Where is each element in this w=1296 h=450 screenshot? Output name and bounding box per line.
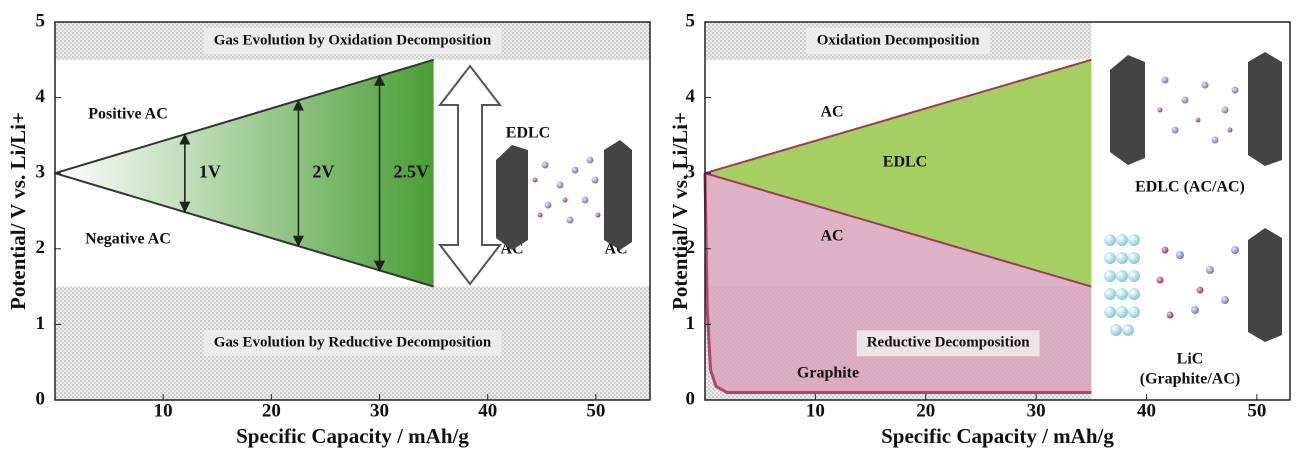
- y-axis-label: Potential/ V vs. Li/Li+: [668, 112, 692, 310]
- annotation: EDLC: [883, 154, 927, 171]
- x-tick-label: 30: [1027, 400, 1046, 421]
- annotation: LiC: [1177, 351, 1204, 368]
- chart: Gas Evolution by Oxidation Decomposition…: [6, 10, 650, 447]
- series-label: Graphite: [797, 365, 859, 382]
- annotation: EDLC: [506, 125, 550, 142]
- x-axis-label: Specific Capacity / mAh/g: [881, 424, 1114, 448]
- annotation: EDLC (AC/AC): [1135, 179, 1245, 196]
- band-label: Gas Evolution by Reductive Decomposition: [214, 335, 492, 351]
- y-tick-label: 4: [686, 86, 696, 107]
- annotation: (Graphite/AC): [1140, 371, 1240, 388]
- electrode: [1248, 52, 1282, 166]
- figure: Gas Evolution by Oxidation Decomposition…: [0, 0, 1296, 450]
- y-tick-label: 4: [36, 86, 46, 107]
- x-tick-label: 20: [916, 400, 935, 421]
- y-tick-label: 1: [686, 313, 696, 334]
- y-tick-label: 0: [686, 388, 696, 409]
- series-label: AC: [820, 104, 843, 121]
- x-axis-label: Specific Capacity / mAh/g: [236, 424, 469, 448]
- electrode: [1248, 228, 1282, 342]
- x-tick-label: 50: [586, 400, 605, 421]
- y-tick-label: 3: [36, 162, 46, 183]
- y-tick-label: 2: [36, 237, 46, 258]
- x-tick-label: 40: [478, 400, 497, 421]
- y-tick-label: 1: [36, 313, 46, 334]
- x-tick-label: 30: [370, 400, 389, 421]
- band-label: Gas Evolution by Oxidation Decomposition: [214, 32, 492, 48]
- x-tick-label: 10: [806, 400, 825, 421]
- x-tick-label: 10: [154, 400, 173, 421]
- x-tick-label: 40: [1137, 400, 1156, 421]
- electrode: [496, 145, 528, 250]
- electrode: [604, 140, 632, 250]
- y-tick-label: 0: [36, 388, 46, 409]
- band-label: Reductive Decomposition: [867, 335, 1031, 351]
- series-label: Negative AC: [85, 231, 171, 248]
- x-tick-label: 20: [262, 400, 281, 421]
- voltage-label: 2.5V: [394, 161, 430, 181]
- chart: Oxidation Decomposition Reductive Decompo…: [668, 10, 1290, 447]
- band-label: Oxidation Decomposition: [817, 32, 981, 48]
- electrode: [1110, 55, 1145, 165]
- voltage-label: 2V: [312, 161, 334, 181]
- y-axis-label: Potential/ V vs. Li/Li+: [6, 112, 30, 310]
- y-tick-label: 5: [686, 10, 696, 31]
- voltage-label: 1V: [199, 161, 221, 181]
- series-label: Positive AC: [88, 106, 168, 123]
- series-label: AC: [820, 228, 843, 245]
- x-tick-label: 50: [1247, 400, 1266, 421]
- y-tick-label: 5: [36, 10, 46, 31]
- plot-layer: Gas Evolution by Oxidation Decomposition…: [6, 10, 1290, 447]
- page: {"chart_data": [ {"type": "area", "x_lab…: [0, 0, 1296, 450]
